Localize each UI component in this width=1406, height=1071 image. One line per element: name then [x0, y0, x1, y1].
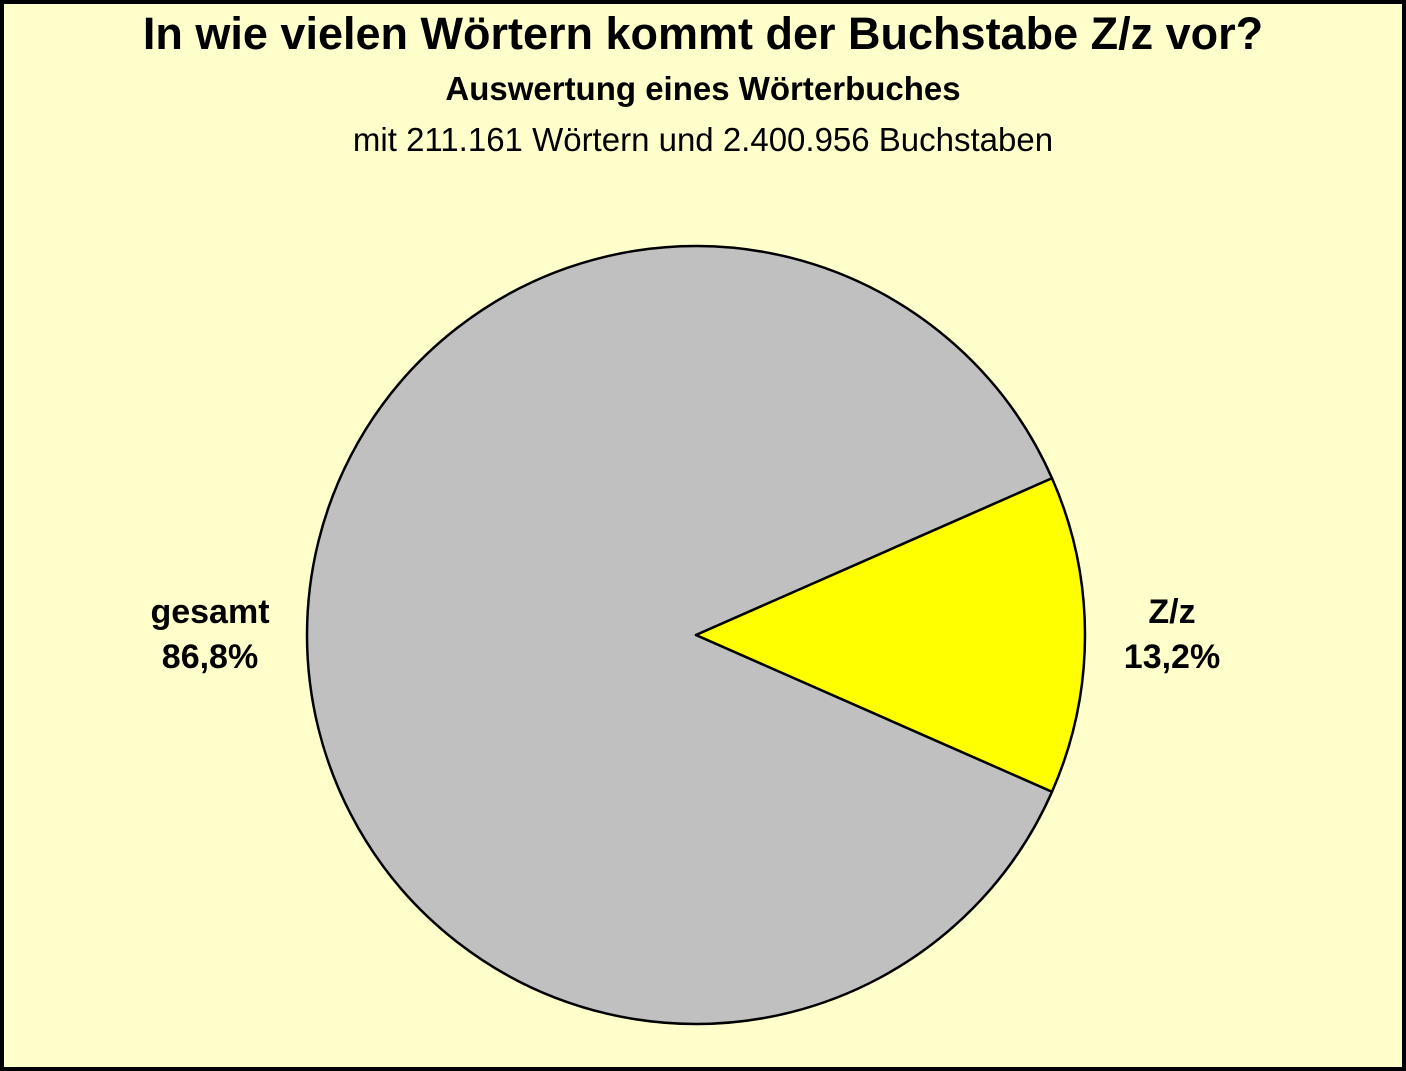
chart-subtitle-counts: mit 211.161 Wörtern und 2.400.956 Buchst…	[352, 121, 1054, 158]
slice-label-zz: Z/z 13,2%	[1032, 590, 1312, 680]
slice-label-gesamt: gesamt 86,8%	[70, 590, 350, 680]
chart-subtitle: Auswertung eines Wörterbuches	[445, 70, 961, 107]
pie-slice-gesamt	[305, 244, 1054, 1026]
chart-title: In wie vielen Wörtern kommt der Buchstab…	[142, 8, 1264, 59]
pie-slices	[305, 244, 1087, 1026]
slice-label-gesamt-percent: 86,8%	[161, 638, 259, 676]
slice-label-gesamt-name: gesamt	[150, 593, 270, 631]
pie-chart	[305, 244, 1087, 1026]
slice-label-zz-percent: 13,2%	[1123, 638, 1221, 676]
slice-label-zz-name: Z/z	[1148, 593, 1196, 631]
pie-slice-z-z	[694, 477, 1087, 793]
